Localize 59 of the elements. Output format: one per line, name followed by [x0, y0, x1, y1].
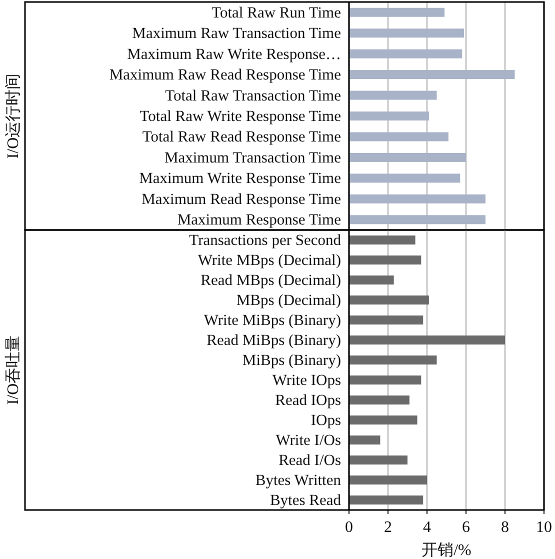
- bar: [349, 296, 429, 304]
- y-tick-label: Write I/Os: [276, 432, 341, 449]
- y-tick-label: Read I/Os: [278, 452, 341, 469]
- y-tick-label: Total Raw Run Time: [212, 4, 342, 22]
- bar: [349, 236, 416, 244]
- bar: [349, 396, 410, 404]
- y-axis-title: I/O运行时间: [4, 73, 22, 159]
- x-tick-label: 2: [384, 519, 392, 536]
- y-tick-label: Total Raw Transaction Time: [165, 87, 342, 104]
- y-tick-label: Read MBps (Decimal): [200, 272, 341, 289]
- bar: [349, 476, 427, 484]
- bar: [349, 276, 394, 284]
- y-tick-label: Write MiBps (Binary): [204, 312, 341, 329]
- bar: [349, 152, 466, 162]
- y-tick-label: Maximum Response Time: [177, 212, 342, 229]
- y-axis-title: I/O吞吐量: [4, 335, 22, 405]
- y-tick-label: Maximum Raw Write Response…: [127, 46, 341, 63]
- y-tick-label: MBps (Decimal): [236, 292, 341, 309]
- bar: [349, 356, 437, 364]
- bar: [349, 316, 424, 324]
- y-tick-label: Write MBps (Decimal): [198, 252, 341, 269]
- bar: [349, 336, 505, 344]
- x-tick-label: 10: [536, 519, 552, 536]
- bar: [349, 8, 445, 17]
- x-tick-label: 4: [423, 519, 431, 536]
- y-tick-label: Maximum Raw Transaction Time: [132, 25, 342, 42]
- y-tick-label: Maximum Write Response Time: [139, 170, 342, 188]
- bar: [349, 215, 486, 224]
- y-tick-label: Maximum Raw Read Response Time: [109, 66, 342, 84]
- y-tick-label: MiBps (Binary): [242, 352, 341, 369]
- x-axis-title: 开销/%: [422, 542, 472, 559]
- bar: [349, 49, 462, 58]
- y-tick-label: Write IOps: [272, 372, 341, 389]
- x-tick-label: 6: [462, 519, 470, 536]
- bar: [349, 376, 422, 384]
- y-tick-label: Bytes Read: [270, 492, 342, 509]
- bar: [349, 132, 448, 142]
- y-tick-label: Maximum Read Response Time: [142, 190, 342, 208]
- y-tick-label: Bytes Written: [255, 472, 342, 489]
- bar: [349, 436, 380, 444]
- bar: [349, 416, 418, 424]
- y-tick-label: Total Raw Read Response Time: [142, 128, 342, 146]
- bar: [349, 256, 422, 264]
- bar: [349, 496, 424, 504]
- x-tick-label: 8: [501, 519, 509, 536]
- x-tick-label: 0: [345, 519, 353, 536]
- y-tick-label: Maximum Transaction Time: [164, 149, 342, 166]
- y-tick-label: Transactions per Second: [189, 232, 342, 249]
- y-tick-label: Total Raw Write Response Time: [140, 108, 342, 125]
- bar: [349, 90, 437, 100]
- bar: [349, 456, 408, 464]
- bar: [349, 194, 486, 204]
- y-tick-label: Read IOps: [275, 392, 341, 409]
- y-tick-label: Read MiBps (Binary): [206, 332, 341, 349]
- y-tick-label: IOps: [310, 412, 341, 429]
- bar: [349, 28, 464, 38]
- bar: [349, 174, 460, 183]
- bar: [349, 112, 429, 120]
- bar: [349, 70, 515, 80]
